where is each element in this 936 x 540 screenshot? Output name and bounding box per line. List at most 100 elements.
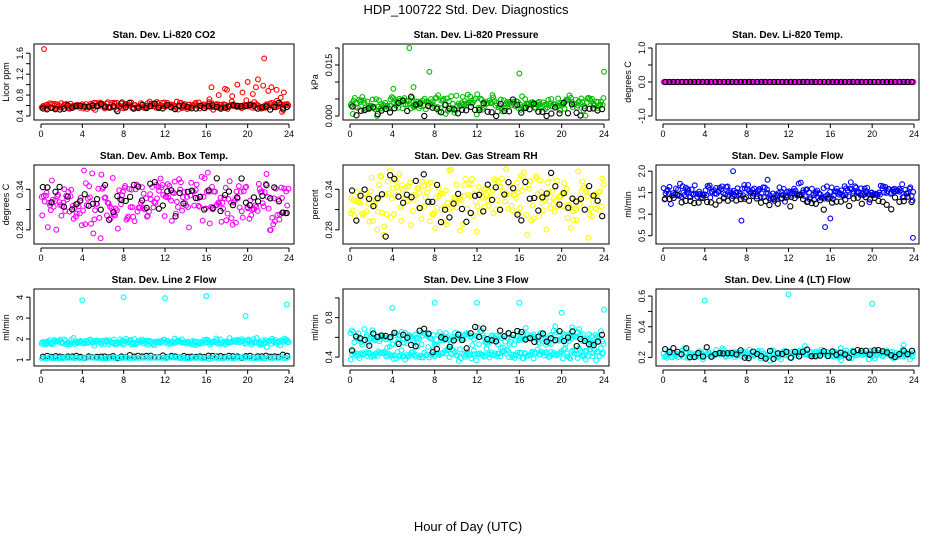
sample-point	[599, 101, 606, 108]
x-tick-label: 20	[243, 253, 253, 263]
sample-point	[284, 354, 291, 361]
line-point	[217, 105, 225, 112]
line-point	[130, 105, 137, 112]
sample-point	[567, 355, 574, 362]
outlier-point	[601, 68, 607, 75]
sample-point	[881, 189, 888, 196]
sample-point	[389, 352, 396, 359]
sample-point	[576, 326, 582, 333]
sample-point	[600, 95, 607, 102]
line-point	[531, 194, 538, 202]
sample-point	[56, 199, 63, 206]
x-tick-label: 20	[243, 129, 253, 139]
line-point	[407, 93, 415, 100]
panel-title: Stan. Dev. Line 4 (LT) Flow	[725, 275, 851, 286]
sample-point	[67, 193, 74, 200]
sample-point	[154, 195, 160, 202]
x-tick-label: 24	[599, 253, 609, 263]
sample-point	[238, 208, 245, 215]
line-point	[783, 194, 790, 201]
line-point	[712, 201, 719, 208]
sample-point	[451, 194, 458, 201]
line-point	[720, 350, 727, 357]
line-point	[475, 191, 483, 198]
sample-point	[757, 193, 764, 200]
line-point	[560, 337, 568, 345]
y-tick-label: 1.0	[637, 208, 647, 221]
line-point	[535, 207, 542, 214]
line-point	[530, 100, 537, 107]
line-point	[842, 196, 849, 203]
sample-point	[486, 202, 492, 209]
line-point	[250, 194, 258, 201]
line-point	[795, 353, 803, 360]
x-tick-label: 20	[867, 129, 877, 139]
line-point	[509, 185, 517, 192]
sample-point	[159, 354, 166, 361]
sample-point	[366, 218, 373, 225]
line-point	[691, 78, 698, 86]
line-point	[888, 352, 895, 359]
sample-point	[514, 179, 520, 186]
sample-point	[574, 355, 581, 361]
sample-point	[500, 188, 507, 195]
sample-point	[792, 187, 799, 194]
sample-point	[589, 353, 596, 360]
outlier-point	[265, 87, 272, 94]
sample-point	[560, 203, 566, 210]
y-axis-label: degrees C	[1, 183, 11, 225]
sample-point	[585, 234, 592, 241]
outlier-point	[273, 86, 280, 93]
line-point	[518, 328, 525, 336]
sample-point	[258, 340, 265, 347]
sample-point	[200, 193, 207, 200]
line-point	[594, 197, 601, 204]
sample-point	[524, 231, 531, 238]
line-point	[821, 78, 828, 86]
x-axis: 0 4 8 12 16 20 24	[347, 123, 609, 139]
line-point	[77, 102, 84, 109]
sample-point	[832, 348, 838, 355]
line-point	[369, 104, 377, 111]
line-point	[467, 103, 475, 110]
sample-point	[907, 184, 914, 191]
y-tick-label: 0.8	[15, 89, 25, 102]
outlier-point	[431, 299, 438, 306]
line-point	[828, 199, 836, 206]
line-point	[737, 195, 744, 203]
line-point	[568, 101, 576, 108]
outlier-point	[255, 76, 261, 83]
line-point	[454, 110, 462, 117]
line-point	[728, 78, 736, 86]
outlier-point	[208, 84, 215, 91]
sample-point	[578, 95, 585, 102]
line-point	[164, 188, 171, 195]
line-point	[446, 214, 453, 221]
line-point	[526, 106, 533, 113]
sample-point	[519, 93, 526, 100]
sample-point	[206, 220, 213, 227]
line-point	[552, 104, 559, 111]
line-point	[871, 194, 878, 202]
line-point	[837, 78, 845, 86]
line-point	[366, 342, 373, 349]
line-point	[234, 194, 241, 201]
line-point	[421, 325, 428, 332]
line-point	[492, 338, 500, 345]
sample-point	[565, 201, 572, 208]
sample-point	[278, 184, 285, 191]
line-point	[745, 78, 753, 86]
line-point	[234, 102, 241, 110]
sample-point	[239, 214, 246, 221]
y-tick-label: 1.6	[15, 47, 25, 60]
sample-point	[235, 354, 242, 361]
line-point	[400, 331, 407, 338]
line-point	[862, 78, 870, 86]
line-point	[531, 338, 538, 346]
x-tick-label: 8	[744, 129, 749, 139]
sample-point	[501, 104, 508, 111]
sample-point	[862, 191, 869, 198]
line-point	[699, 78, 706, 86]
sample-point	[486, 354, 493, 361]
sample-point	[221, 195, 228, 202]
